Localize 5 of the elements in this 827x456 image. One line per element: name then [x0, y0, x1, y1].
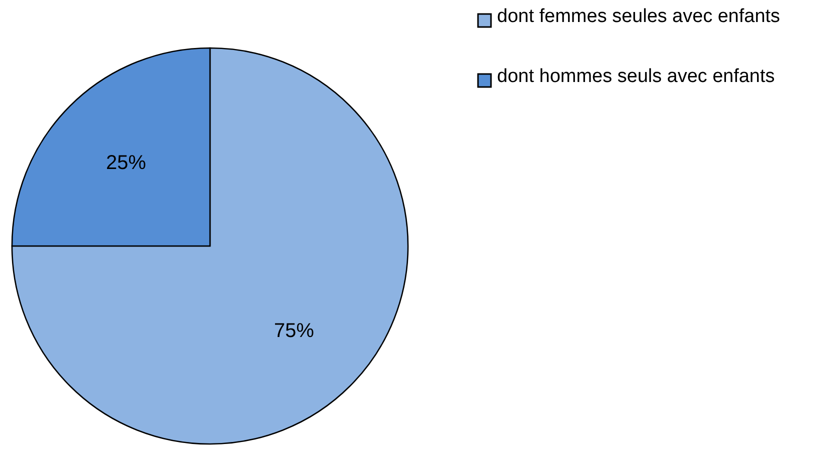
data-label: 75% — [274, 320, 314, 342]
legend-label: dont hommes seuls avec enfants — [497, 66, 775, 87]
pie-slice — [11, 47, 408, 444]
data-label: 25% — [106, 152, 146, 174]
legend-label: dont femmes seules avec enfants — [497, 6, 780, 27]
